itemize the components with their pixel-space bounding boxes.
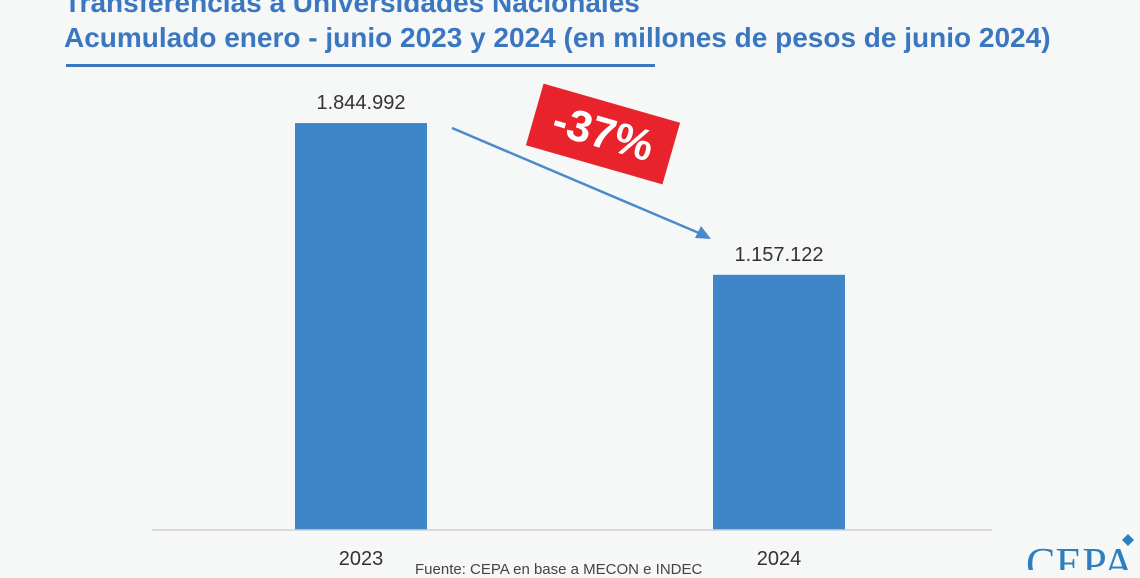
decrease-arrow-shaft [451,126,707,238]
cepa-logo-graphic: CEPA [1026,534,1135,570]
bars-group: 1.844.992 2023 1.157.122 2024 [295,92,845,570]
bar-2023 [295,123,427,530]
logo-lettering: CEPA [1026,539,1135,570]
value-label-2024: 1.157.122 [735,244,824,266]
decrease-arrow-head [695,226,711,239]
chart-title: Transferencias a Universidades Nacionale… [64,0,640,18]
chart-subtitle: Acumulado enero - junio 2023 y 2024 (en … [64,22,1051,53]
tick-label-2023: 2023 [339,548,384,570]
decrease-arrow [451,126,711,239]
title-underline [66,64,655,67]
bar-2024 [713,274,845,530]
tick-label-2024: 2024 [757,548,802,570]
value-label-2023: 1.844.992 [317,92,406,114]
cepa-logo: CEPA [1024,528,1140,570]
logo-diamond-icon [1122,534,1134,546]
